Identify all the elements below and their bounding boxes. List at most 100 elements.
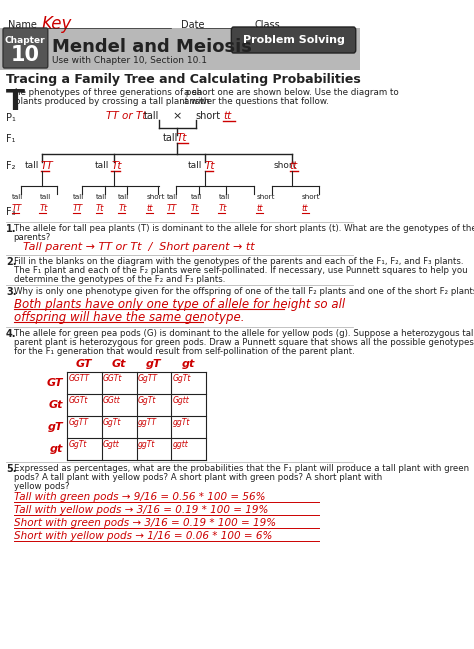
Text: ggTT: ggTT [138, 418, 157, 427]
Text: T: T [6, 88, 25, 116]
Text: 3.: 3. [6, 287, 17, 297]
Text: Tt: Tt [191, 204, 200, 213]
Text: Mendel and Meiosis: Mendel and Meiosis [52, 38, 251, 56]
Text: Problem Solving: Problem Solving [243, 35, 345, 45]
Text: gt: gt [182, 359, 196, 369]
Text: The F₁ plant and each of the F₂ plants were self-pollinated. If necessary, use P: The F₁ plant and each of the F₂ plants w… [14, 266, 467, 275]
Text: Expressed as percentages, what are the probabilities that the F₁ plant will prod: Expressed as percentages, what are the p… [14, 464, 469, 473]
Text: Date: Date [181, 20, 204, 30]
Text: GGtt: GGtt [103, 396, 121, 405]
Text: 1.: 1. [6, 224, 17, 234]
Text: 4.: 4. [6, 329, 17, 339]
Text: GGTt: GGTt [103, 374, 123, 383]
Text: plants produced by crossing a tall plant with: plants produced by crossing a tall plant… [15, 97, 210, 106]
Text: determine the genotypes of the F₂ and F₃ plants.: determine the genotypes of the F₂ and F₃… [14, 275, 225, 284]
Text: GgTt: GgTt [68, 440, 87, 449]
Text: Tall with green pods → 9/16 = 0.56 * 100 = 56%: Tall with green pods → 9/16 = 0.56 * 100… [14, 492, 265, 502]
Text: GgTt: GgTt [138, 396, 156, 405]
Text: GgTt: GgTt [103, 418, 121, 427]
Text: he phenotypes of three generations of pea: he phenotypes of three generations of pe… [15, 88, 202, 97]
Text: GT: GT [46, 378, 63, 388]
Text: GGTT: GGTT [68, 374, 89, 383]
FancyBboxPatch shape [231, 27, 356, 53]
Text: GGTt: GGTt [68, 396, 88, 405]
Text: tall: tall [167, 194, 178, 200]
Text: tall: tall [73, 194, 84, 200]
Text: tt: tt [256, 204, 263, 213]
Text: Tt: Tt [111, 161, 122, 171]
Text: Tt: Tt [118, 204, 127, 213]
Text: ggTt: ggTt [138, 440, 155, 449]
Text: tall: tall [96, 194, 107, 200]
Text: Tt: Tt [177, 133, 187, 143]
Text: gt: gt [50, 444, 63, 454]
Text: TT: TT [41, 161, 54, 171]
Text: Gt: Gt [112, 359, 127, 369]
Text: tall: tall [39, 194, 51, 200]
Text: tall: tall [191, 194, 202, 200]
Text: for the F₁ generation that would result from self-pollination of the parent plan: for the F₁ generation that would result … [14, 347, 355, 356]
Text: ggTt: ggTt [173, 418, 191, 427]
Text: short: short [256, 194, 275, 200]
Text: Name: Name [8, 20, 36, 30]
Text: Chapter: Chapter [5, 36, 46, 45]
Text: Gt: Gt [48, 400, 63, 410]
Text: P₁: P₁ [6, 113, 16, 123]
Text: Both plants have only one type of allele for height so all: Both plants have only one type of allele… [14, 298, 345, 311]
FancyBboxPatch shape [0, 28, 359, 70]
Text: TT: TT [73, 204, 83, 213]
Text: 2.: 2. [6, 257, 17, 267]
Text: tt: tt [302, 204, 309, 213]
Text: short: short [196, 111, 221, 121]
Text: parent plant is heterozygous for green pods. Draw a Punnett square that shows al: parent plant is heterozygous for green p… [14, 338, 474, 347]
Text: Use with Chapter 10, Section 10.1: Use with Chapter 10, Section 10.1 [52, 56, 207, 65]
Text: Ggtt: Ggtt [103, 440, 120, 449]
Text: Fill in the blanks on the diagram with the genotypes of the parents and each of : Fill in the blanks on the diagram with t… [14, 257, 463, 266]
Text: tt: tt [290, 161, 298, 171]
Text: gT: gT [47, 422, 63, 432]
Text: tt: tt [146, 204, 153, 213]
Text: The allele for green pea pods (G) is dominant to the allele for yellow pods (g).: The allele for green pea pods (G) is dom… [14, 329, 474, 338]
Text: gT: gT [146, 359, 162, 369]
Text: tall: tall [144, 111, 159, 121]
Text: ×: × [173, 111, 182, 121]
Text: Key: Key [42, 15, 72, 33]
Text: F₁: F₁ [6, 134, 16, 144]
Text: F₃: F₃ [6, 207, 16, 217]
Text: Why is only one phenotype given for the offspring of one of the tall F₂ plants a: Why is only one phenotype given for the … [14, 287, 474, 296]
Text: tall: tall [12, 194, 23, 200]
Text: Tt: Tt [96, 204, 104, 213]
Text: tall: tall [188, 161, 202, 170]
Text: Tt: Tt [205, 161, 215, 171]
Text: TT: TT [12, 204, 22, 213]
Text: tt: tt [223, 111, 231, 121]
FancyBboxPatch shape [3, 28, 48, 68]
Text: TT or Tt: TT or Tt [106, 111, 146, 121]
Text: ggtt: ggtt [173, 440, 189, 449]
Text: short: short [146, 194, 165, 200]
Text: Tt: Tt [219, 204, 227, 213]
Text: GgTT: GgTT [138, 374, 158, 383]
Text: GT: GT [76, 359, 92, 369]
Text: yellow pods?: yellow pods? [14, 482, 69, 491]
Text: 10: 10 [10, 45, 39, 65]
Text: offspring will have the same genotype.: offspring will have the same genotype. [14, 311, 244, 324]
FancyBboxPatch shape [0, 0, 359, 649]
Text: Tall parent → TT or Tt  /  Short parent → tt: Tall parent → TT or Tt / Short parent → … [23, 242, 255, 252]
Text: Ggtt: Ggtt [173, 396, 190, 405]
Text: GgTT: GgTT [68, 418, 88, 427]
Text: TT: TT [167, 204, 177, 213]
Text: parents?: parents? [14, 233, 51, 242]
Text: answer the questions that follow.: answer the questions that follow. [183, 97, 328, 106]
Text: tall: tall [118, 194, 129, 200]
Text: tall: tall [95, 161, 109, 170]
Text: short: short [273, 161, 296, 170]
Text: Tt: Tt [39, 204, 48, 213]
Text: a short one are shown below. Use the diagram to: a short one are shown below. Use the dia… [183, 88, 398, 97]
Text: pods? A tall plant with yellow pods? A short plant with green pods? A short plan: pods? A tall plant with yellow pods? A s… [14, 473, 382, 482]
Text: Short with green pods → 3/16 = 0.19 * 100 = 19%: Short with green pods → 3/16 = 0.19 * 10… [14, 518, 276, 528]
Text: Tall with yellow pods → 3/16 = 0.19 * 100 = 19%: Tall with yellow pods → 3/16 = 0.19 * 10… [14, 505, 268, 515]
Text: 5.: 5. [6, 464, 17, 474]
Text: The allele for tall pea plants (T) is dominant to the allele for short plants (t: The allele for tall pea plants (T) is do… [14, 224, 474, 233]
Text: Class: Class [254, 20, 280, 30]
